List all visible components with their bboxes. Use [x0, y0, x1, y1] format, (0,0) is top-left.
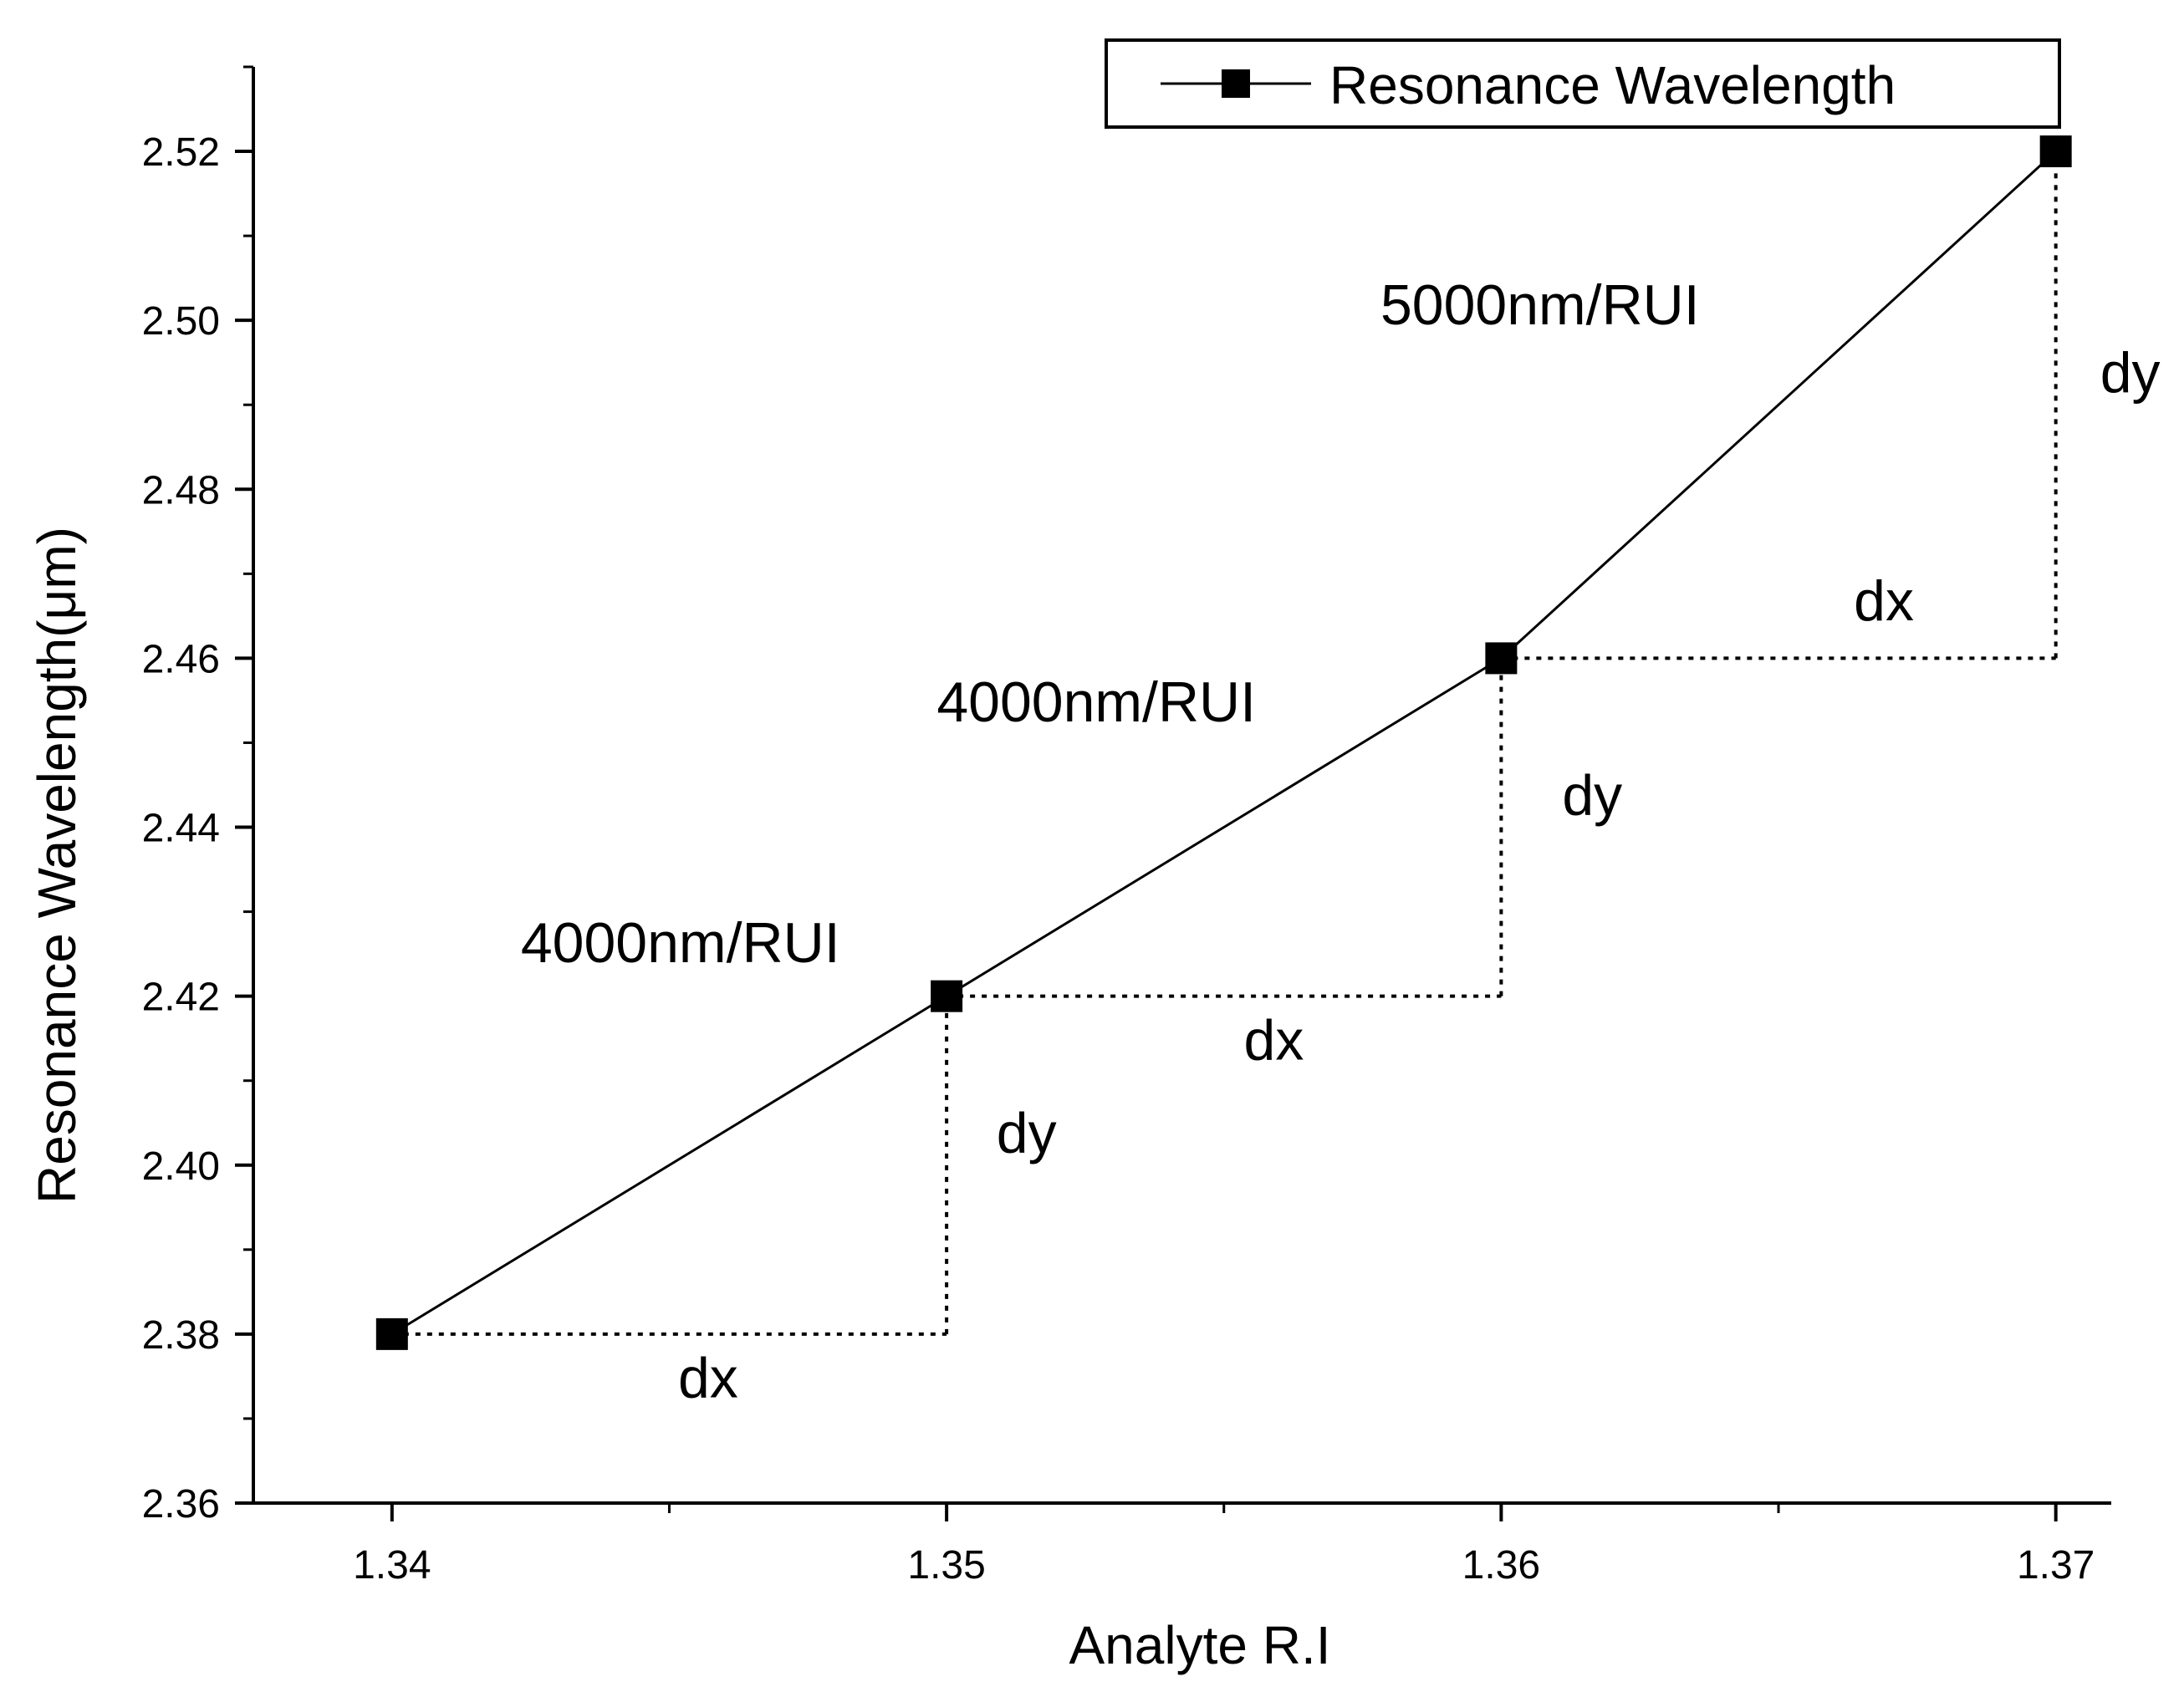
x-tick-label: 1.37	[2017, 1543, 2095, 1588]
legend-label: Resonance Wavelength	[1329, 55, 1896, 115]
slope-annotation: 4000nm/RUI	[521, 911, 840, 975]
y-tick-label: 2.48	[142, 468, 220, 512]
dx-label: dx	[1244, 1008, 1304, 1072]
dy-label: dy	[997, 1102, 1057, 1165]
y-tick-label: 2.42	[142, 976, 220, 1020]
y-tick-label: 2.40	[142, 1144, 220, 1189]
data-point-marker	[1485, 642, 1518, 675]
y-tick-label: 2.44	[142, 807, 220, 851]
y-tick-label: 2.46	[142, 637, 220, 681]
series-group	[375, 135, 2072, 1350]
legend: Resonance Wavelength	[1105, 38, 2061, 129]
y-axis-title: Resonance Wavelength(μm)	[27, 527, 87, 1204]
slope-annotation: 5000nm/RUI	[1380, 273, 1700, 337]
x-tick-label: 1.34	[353, 1543, 431, 1588]
dy-label: dy	[1562, 763, 1622, 827]
data-point-marker	[375, 1317, 408, 1350]
dy-label: dy	[2100, 341, 2161, 405]
y-tick-label: 2.50	[142, 299, 220, 344]
y-tick-label: 2.52	[142, 130, 220, 175]
y-tick-label: 2.36	[142, 1482, 220, 1526]
y-tick-label: 2.38	[142, 1313, 220, 1358]
slope-annotation: 4000nm/RUI	[936, 670, 1256, 734]
x-tick-label: 1.35	[907, 1543, 985, 1588]
dx-label: dx	[678, 1347, 738, 1410]
x-axis-title: Analyte R.I	[1069, 1615, 1330, 1675]
data-point-marker	[2039, 135, 2072, 168]
data-point-marker	[931, 980, 963, 1012]
legend-marker-swatch	[1222, 69, 1250, 98]
axes: 2.36 2.38 2.40 2.42 2.44 2.46 2.48 2.50 2.52 1.34…	[142, 65, 2111, 1588]
x-tick-label: 1.36	[1462, 1543, 1540, 1588]
dx-label: dx	[1854, 569, 1914, 633]
series-line	[391, 150, 2057, 1336]
dx-dy-guides	[391, 151, 2058, 1336]
annotations: 4000nm/RUI 4000nm/RUI 5000nm/RUI dx dx dx dy dy…	[521, 273, 2161, 1409]
